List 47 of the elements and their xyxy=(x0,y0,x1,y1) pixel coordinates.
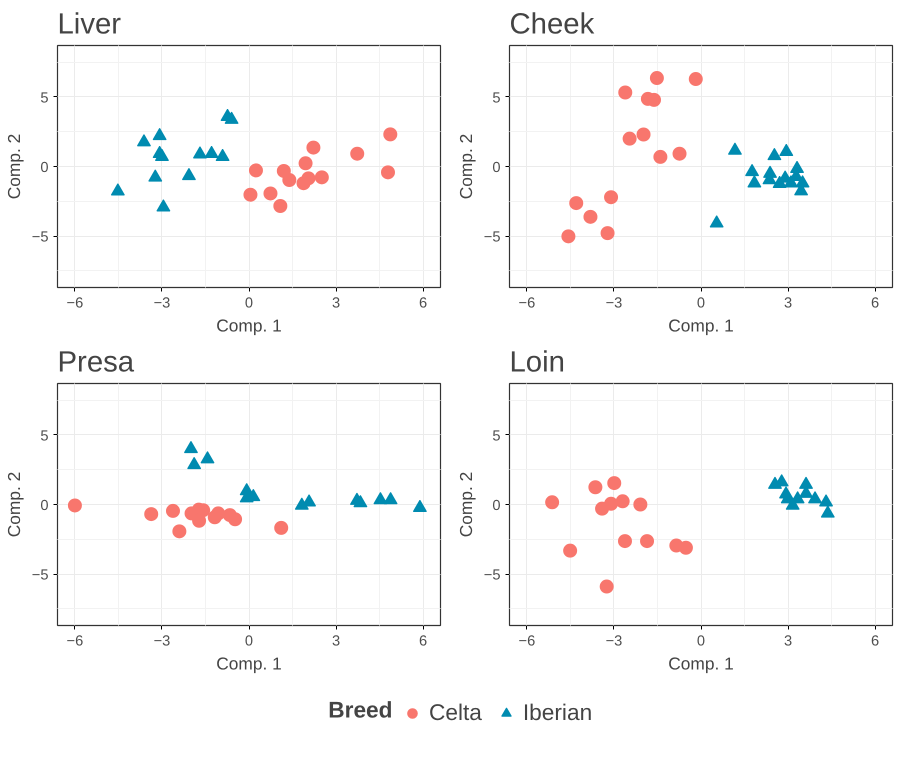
y-axis-title: Comp. 2 xyxy=(456,134,476,200)
y-tick-label: 5 xyxy=(492,90,501,106)
y-tick-label: 0 xyxy=(492,160,501,176)
x-tick-label: −3 xyxy=(606,296,622,312)
y-axis-title: Comp. 2 xyxy=(4,134,24,200)
x-axis-title: Comp. 1 xyxy=(216,654,282,674)
x-tick-label: 0 xyxy=(696,634,706,650)
legend-label: Celta xyxy=(429,699,482,726)
x-tick-label: −6 xyxy=(66,634,84,650)
y-tick-label: 0 xyxy=(40,498,49,514)
x-tick-label: −3 xyxy=(606,634,622,650)
x-tick-label: 3 xyxy=(332,634,340,650)
x-tick-label: −6 xyxy=(518,634,536,650)
legend-label: Iberian xyxy=(522,699,592,726)
x-axis-title: Comp. 1 xyxy=(216,316,282,336)
x-tick-label: 3 xyxy=(332,296,340,312)
chart-title: Presa xyxy=(58,346,135,378)
y-tick-label: 0 xyxy=(492,498,501,514)
x-tick-label: −3 xyxy=(154,296,170,312)
x-axis-title: Comp. 1 xyxy=(668,654,734,674)
chart-title: Liver xyxy=(58,8,122,40)
x-axis-title: Comp. 1 xyxy=(668,316,734,336)
y-tick-label: −5 xyxy=(484,568,501,584)
x-tick-label: 0 xyxy=(696,296,706,312)
x-tick-label: 3 xyxy=(784,634,792,650)
x-tick-label: −6 xyxy=(66,296,84,312)
x-tick-label: −3 xyxy=(154,634,170,650)
y-tick-label: 5 xyxy=(40,428,49,444)
y-tick-label: 0 xyxy=(40,160,49,176)
y-axis-title: Comp. 2 xyxy=(4,472,24,538)
x-tick-label: 6 xyxy=(871,634,880,650)
y-tick-label: −5 xyxy=(32,568,49,584)
chart-title: Cheek xyxy=(510,8,595,40)
x-tick-label: 3 xyxy=(784,296,792,312)
x-tick-label: 0 xyxy=(244,296,254,312)
y-tick-label: 5 xyxy=(492,428,501,444)
legend-title: Breed xyxy=(328,696,392,722)
x-tick-label: 0 xyxy=(244,634,254,650)
x-tick-label: 6 xyxy=(419,296,428,312)
y-axis-title: Comp. 2 xyxy=(456,472,476,538)
x-tick-label: 6 xyxy=(419,634,428,650)
y-tick-label: 5 xyxy=(40,90,49,106)
x-tick-label: 6 xyxy=(871,296,880,312)
y-tick-label: −5 xyxy=(484,230,501,246)
x-tick-label: −6 xyxy=(518,296,536,312)
chart-title: Loin xyxy=(510,346,565,378)
y-tick-label: −5 xyxy=(32,230,49,246)
